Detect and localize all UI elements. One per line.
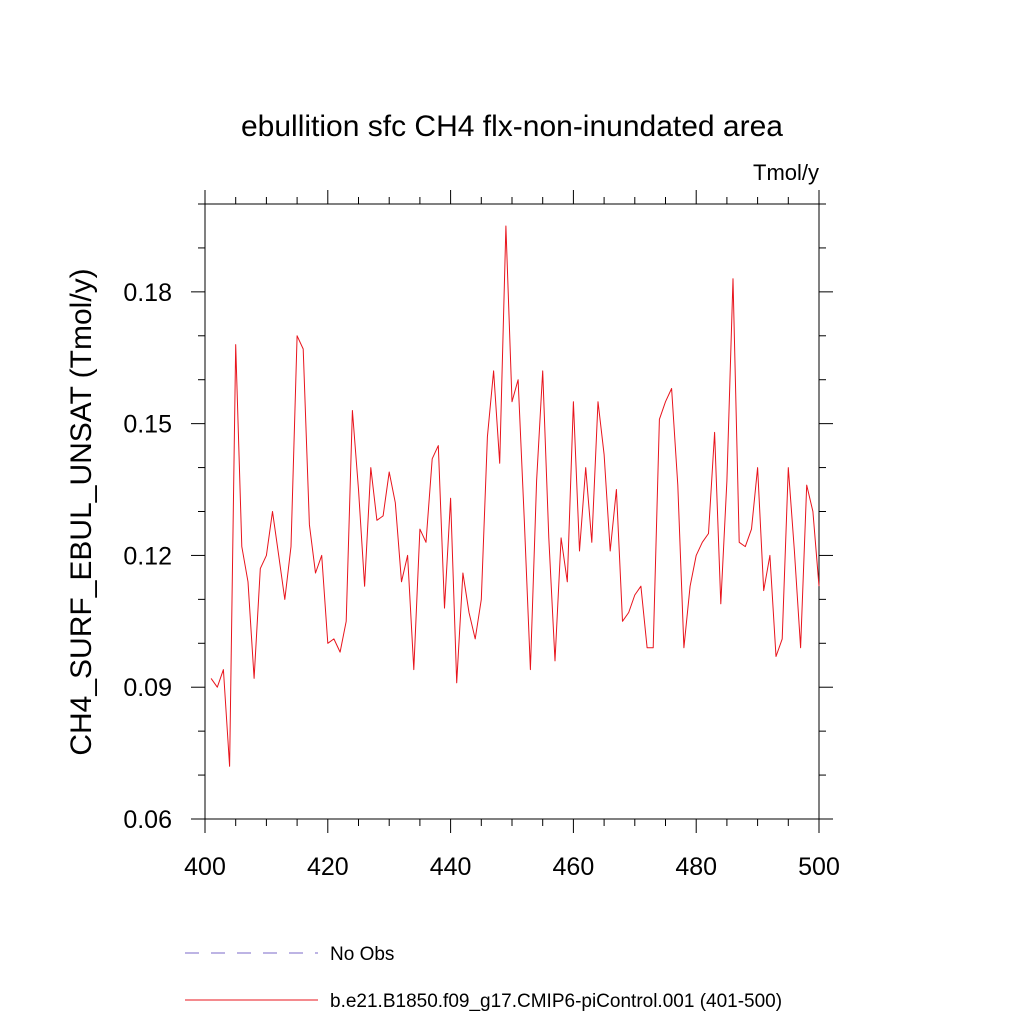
series-line (210, 225, 820, 767)
minor-ticks (198, 197, 826, 826)
x-tick-label: 460 (553, 853, 595, 881)
y-tick-label: 0.09 (123, 674, 172, 702)
series-group (210, 225, 820, 767)
x-tick-label: 500 (798, 853, 840, 881)
units-label: Tmol/y (753, 160, 819, 185)
y-tick-label: 0.18 (123, 279, 172, 307)
x-tick-label: 480 (675, 853, 717, 881)
legend-label-picontrol: b.e21.B1850.f09_g17.CMIP6-piControl.001 … (330, 991, 782, 1012)
tick-labels: 400 420 440 460 480 500 0.06 0.09 0.12 0.15 0.18 (123, 279, 840, 881)
x-tick-label: 420 (307, 853, 349, 881)
y-axis-label: CH4_SURF_EBUL_UNSAT (Tmol/y) (65, 268, 98, 755)
y-tick-label: 0.12 (123, 542, 172, 570)
x-tick-label: 440 (430, 853, 472, 881)
x-tick-label: 400 (184, 853, 226, 881)
y-tick-label: 0.15 (123, 411, 172, 439)
legend-label-no-obs: No Obs (330, 944, 394, 965)
plot-frame (204, 203, 820, 820)
chart-title: ebullition sfc CH4 flx-non-inundated are… (241, 110, 783, 143)
major-ticks (191, 190, 833, 833)
legend: No Obs b.e21.B1850.f09_g17.CMIP6-piContr… (185, 944, 782, 1012)
y-tick-label: 0.06 (123, 806, 172, 834)
